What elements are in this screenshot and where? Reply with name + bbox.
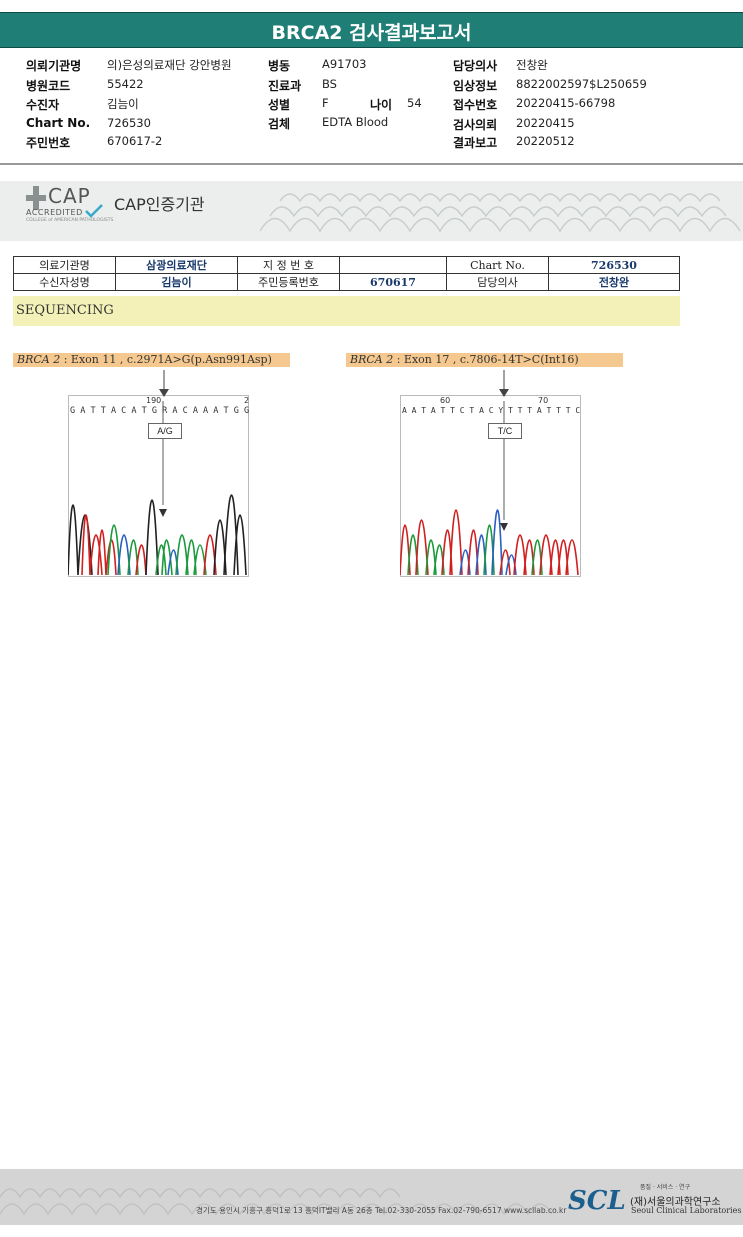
label-id-no: 주민번호 [26, 136, 71, 150]
recipient-info-table: 의료기관명 삼광의료재단 지 정 번 호 Chart No. 726530 수신… [13, 256, 680, 291]
variant-gene: BRCA 2 [17, 353, 61, 366]
value-hospital-code: 55422 [107, 77, 144, 91]
label-report-date: 결과보고 [453, 136, 498, 150]
sequencing-label: SEQUENCING [16, 303, 114, 318]
table-cell: 전창완 [548, 273, 680, 291]
table-cell: 지 정 번 호 [237, 256, 340, 274]
mutation-label: A/G [148, 423, 182, 439]
label-receipt-no: 접수번호 [453, 98, 498, 112]
label-doctor: 담당의사 [453, 59, 498, 73]
label-clinical-info: 임상정보 [453, 79, 498, 93]
cap-accredited: ACCREDITED [26, 208, 83, 217]
table-cell: 삼광의료재단 [115, 256, 238, 274]
cap-cross-icon [26, 186, 46, 210]
variant-desc: : Exon 17 , c.7806-14T>C(Int16) [393, 353, 579, 366]
table-cell: 726530 [548, 256, 680, 274]
label-patient: 수진자 [26, 98, 60, 112]
base-calls: A A T A T T C T A C Y T T T A T T T C [402, 406, 580, 415]
table-cell: 의료기관명 [13, 256, 116, 274]
checkmark-icon [85, 204, 103, 218]
value-ward: A91703 [322, 57, 367, 71]
position-label: 60 [440, 396, 450, 405]
header-divider [0, 163, 743, 165]
scl-name: (재)서울의과학연구소 [630, 1197, 721, 1208]
cap-logo-text: CAP [48, 184, 91, 208]
variant-gene: BRCA 2 [350, 353, 394, 366]
value-id-no: 670617-2 [107, 134, 163, 148]
cloud-pattern-decoration [259, 193, 741, 233]
value-patient: 김늠이 [107, 97, 139, 111]
label-sex: 성별 [268, 98, 291, 112]
chromatogram-1-trace: 190 2 G A T T A C A T G R A C A A A T G … [67, 395, 249, 577]
value-clinical-info: 8822002597$L250659 [516, 77, 647, 91]
mutation-label: T/C [488, 423, 522, 439]
cloud-pattern-decoration [0, 1188, 553, 1216]
sequencing-section-header: SEQUENCING [13, 296, 680, 326]
chromatogram-2: 60 70 A A T A T T C T A C Y T T T A T T … [399, 395, 581, 577]
table-cell: 김늠이 [115, 273, 238, 291]
table-cell: 담당의사 [446, 273, 549, 291]
position-label-2: 2 [244, 396, 249, 405]
arrow-down-icon [159, 370, 169, 397]
value-department: BS [322, 77, 337, 91]
table-row: 수신자성명 김늠이 주민등록번호 670617 담당의사 전창완 [13, 273, 680, 291]
arrow-down-icon [499, 370, 509, 397]
table-cell [339, 256, 447, 274]
table-cell: 주민등록번호 [237, 273, 340, 291]
value-receipt-no: 20220415-66798 [516, 96, 616, 110]
scl-name-en: Seoul Clinical Laboratories [631, 1206, 742, 1215]
label-specimen: 검체 [268, 117, 291, 131]
chromatogram-1: 190 2 G A T T A C A T G R A C A A A T G … [67, 395, 249, 577]
variant-2-label: BRCA 2 : Exon 17 , c.7806-14T>C(Int16) [346, 353, 623, 367]
variant-1-label: BRCA 2 : Exon 11 , c.2971A>G(p.Asn991Asp… [13, 353, 290, 367]
value-sex: F [322, 96, 329, 110]
cap-small-text: COLLEGE of AMERICAN PATHOLOGISTS [26, 218, 114, 223]
position-label-2: 70 [538, 396, 548, 405]
base-calls: G A T T A C A T G R A C A A A T G G [70, 406, 249, 416]
table-cell: 수신자성명 [13, 273, 116, 291]
value-doctor: 전창완 [516, 58, 548, 72]
label-department: 진료과 [268, 79, 302, 93]
value-hospital: 의)은성의료재단 강안병원 [107, 58, 232, 72]
value-age: 54 [407, 96, 422, 110]
table-cell: 670617 [339, 273, 447, 291]
label-ward: 병동 [268, 59, 291, 73]
value-report-date: 20220512 [516, 134, 575, 148]
scl-tagline: 품질 · 서비스 · 연구 [640, 1184, 691, 1191]
cap-banner [0, 181, 743, 241]
label-chart-no: Chart No. [26, 116, 91, 130]
table-cell: Chart No. [446, 256, 549, 274]
report-title: BRCA2 검사결과보고서 [271, 22, 472, 44]
label-age: 나이 [370, 98, 393, 112]
label-request-date: 검사의뢰 [453, 118, 498, 132]
position-label: 190 [146, 396, 161, 405]
scl-logo: SCL [568, 1186, 626, 1216]
footer-address: 경기도 용인시 기흥구 흥덕1로 13 흥덕IT밸리 A동 26층 Tel.02… [196, 1206, 567, 1215]
table-row: 의료기관명 삼광의료재단 지 정 번 호 Chart No. 726530 [13, 256, 680, 274]
footer-band [0, 1169, 743, 1225]
cap-title: CAP인증기관 [114, 195, 205, 214]
value-chart-no: 726530 [107, 116, 151, 130]
value-request-date: 20220415 [516, 116, 575, 130]
value-specimen: EDTA Blood [322, 115, 389, 129]
variant-desc: : Exon 11 , c.2971A>G(p.Asn991Asp) [60, 353, 272, 366]
label-hospital: 의뢰기관명 [26, 59, 82, 73]
label-hospital-code: 병원코드 [26, 79, 71, 93]
title-bar: BRCA2 검사결과보고서 [0, 12, 743, 48]
